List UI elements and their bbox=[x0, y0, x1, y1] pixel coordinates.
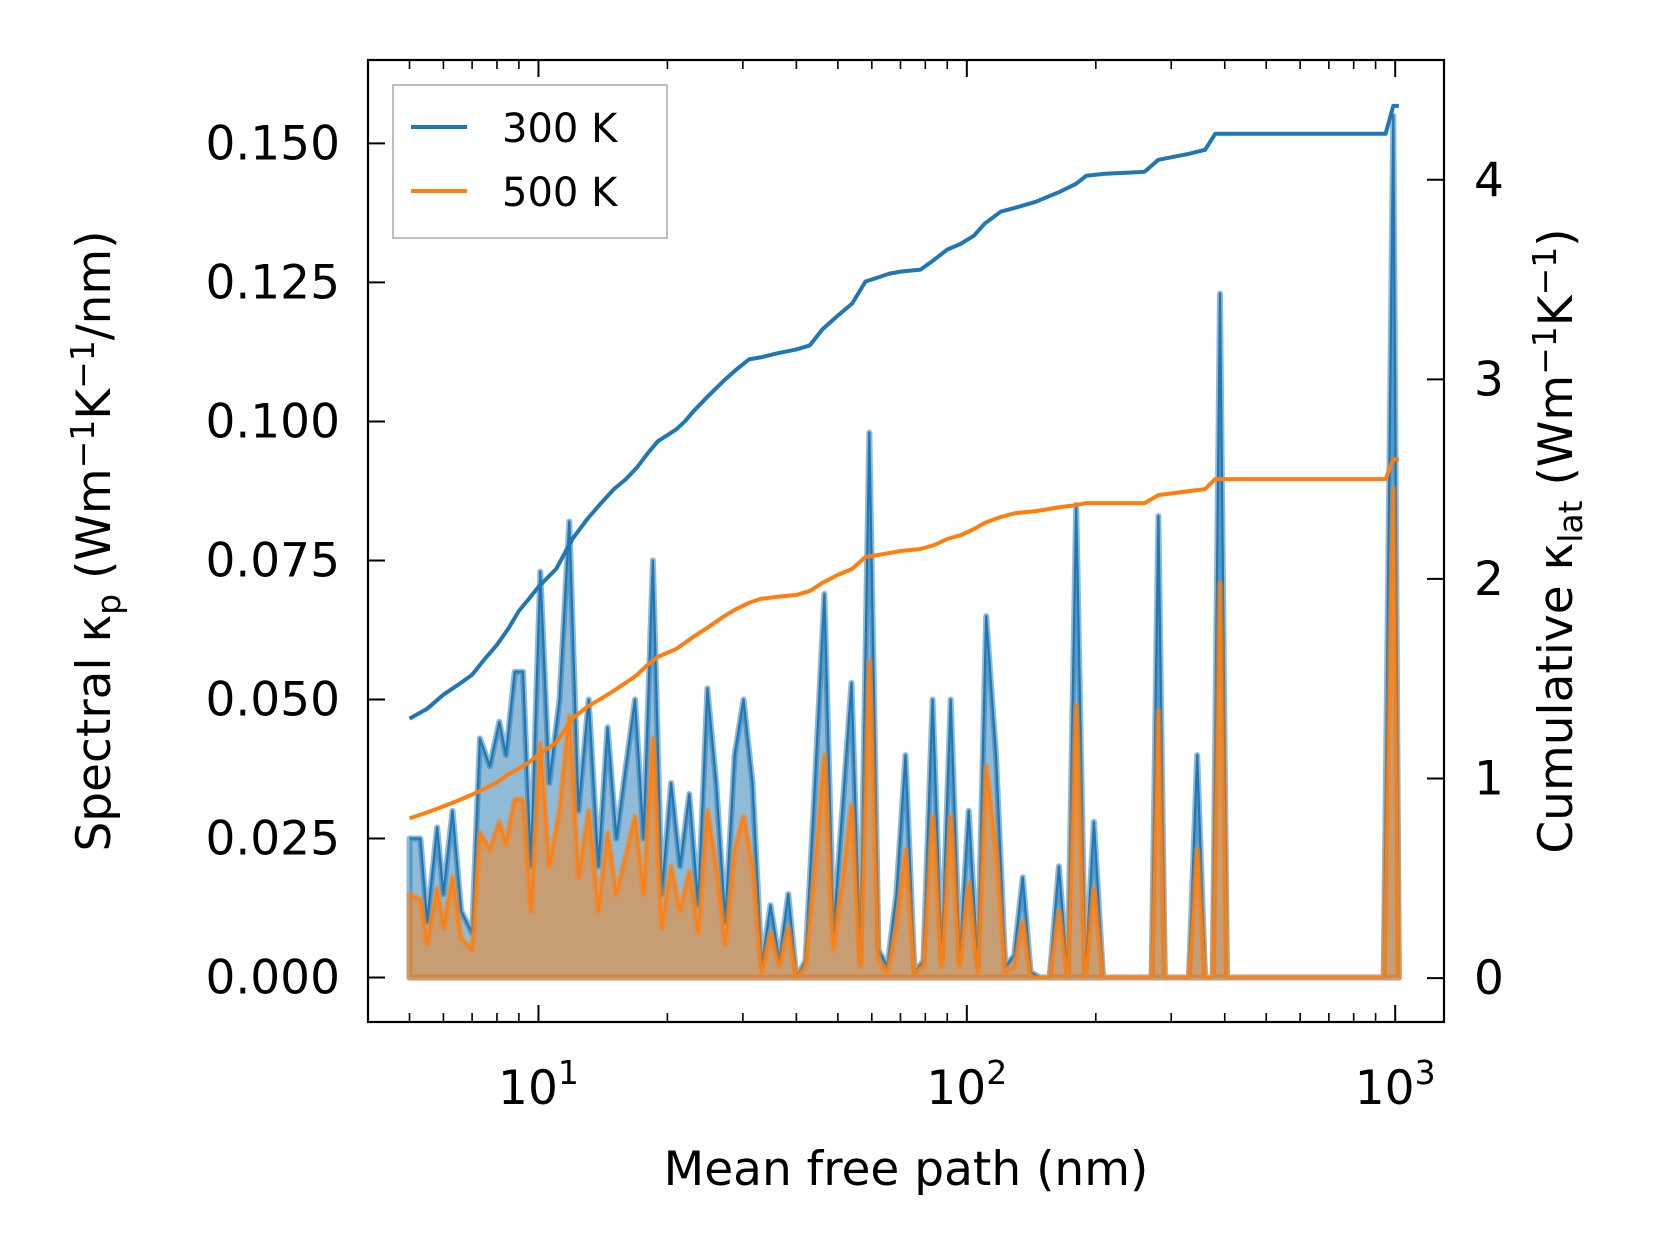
spectral-fills bbox=[406, 112, 1402, 981]
right-axis-label: Cumulative κlat (Wm−1K−1) bbox=[1525, 228, 1590, 853]
right-y-tick-label: 0 bbox=[1474, 951, 1504, 1006]
x-tick-label-exponent: 3 bbox=[1415, 1053, 1436, 1092]
cumulative-line-300k bbox=[408, 103, 1399, 721]
right-axis-label-sup2: −1 bbox=[1525, 247, 1564, 296]
right-axis-label-sup1: −1 bbox=[1525, 326, 1564, 375]
cumulative-line-500k bbox=[408, 457, 1399, 821]
plot-frame bbox=[366, 58, 1446, 1024]
x-tick-label-exponent: 1 bbox=[558, 1053, 579, 1092]
right-y-tick-label: 4 bbox=[1474, 153, 1504, 208]
x-tick-label: 103 bbox=[1355, 1053, 1436, 1116]
right-y-tick-label: 3 bbox=[1474, 352, 1504, 407]
left-axis-label-sup2: −1 bbox=[63, 340, 102, 389]
x-tick-label: 102 bbox=[926, 1053, 1007, 1116]
x-tick-label-exponent: 2 bbox=[986, 1053, 1007, 1092]
x-tick-label-base: 10 bbox=[498, 1061, 558, 1116]
spectral-line-500k bbox=[408, 487, 1400, 979]
left-y-tick-label: 0.100 bbox=[205, 394, 340, 449]
right-axis-label-close: ) bbox=[1529, 228, 1584, 246]
legend-frame bbox=[392, 84, 668, 239]
left-y-tick-label: 0.000 bbox=[205, 951, 340, 1006]
x-tick-label: 101 bbox=[498, 1053, 579, 1116]
x-tick-label-base: 10 bbox=[1355, 1061, 1415, 1116]
x-axis-label: Mean free path (nm) bbox=[664, 1142, 1149, 1197]
left-y-tick-label: 0.050 bbox=[205, 672, 340, 727]
spectral-line-300k bbox=[409, 114, 1400, 979]
left-y-tick-label: 0.150 bbox=[205, 116, 340, 171]
left-axis-label: Spectral κp (Wm−1K−1/nm) bbox=[63, 230, 128, 851]
left-axis-label-open: (Wm bbox=[67, 468, 122, 594]
x-tick-label-base: 10 bbox=[926, 1061, 986, 1116]
right-y-tick-label: 2 bbox=[1474, 552, 1504, 607]
legend-label-500k: 500 K bbox=[502, 170, 619, 216]
left-y-tick-label: 0.125 bbox=[205, 255, 340, 310]
right-axis-label-open: (Wm bbox=[1529, 375, 1584, 501]
left-y-tick-label: 0.075 bbox=[205, 533, 340, 588]
legend: 300 K 500 K bbox=[392, 84, 668, 239]
left-axis-label-prefix: Spectral κ bbox=[67, 615, 122, 852]
right-y-tick-label: 1 bbox=[1474, 752, 1504, 807]
right-axis-label-mid: K bbox=[1529, 294, 1584, 326]
right-axis-label-sub: lat bbox=[1551, 500, 1590, 542]
axis-ticks: 0.000 0.025 0.050 0.075 0.100 0.125 0.150 0 1 2 3 4… bbox=[205, 60, 1504, 1116]
left-axis-label-sub: p bbox=[89, 594, 128, 615]
left-axis-label-sup1: −1 bbox=[63, 420, 102, 469]
right-axis-label-prefix: Cumulative κ bbox=[1529, 543, 1584, 854]
left-axis-label-close: /nm) bbox=[67, 230, 122, 340]
left-axis-label-mid: K bbox=[67, 388, 122, 420]
series-lines bbox=[408, 103, 1399, 821]
left-y-tick-label: 0.025 bbox=[205, 811, 340, 866]
legend-label-300k: 300 K bbox=[502, 106, 619, 152]
